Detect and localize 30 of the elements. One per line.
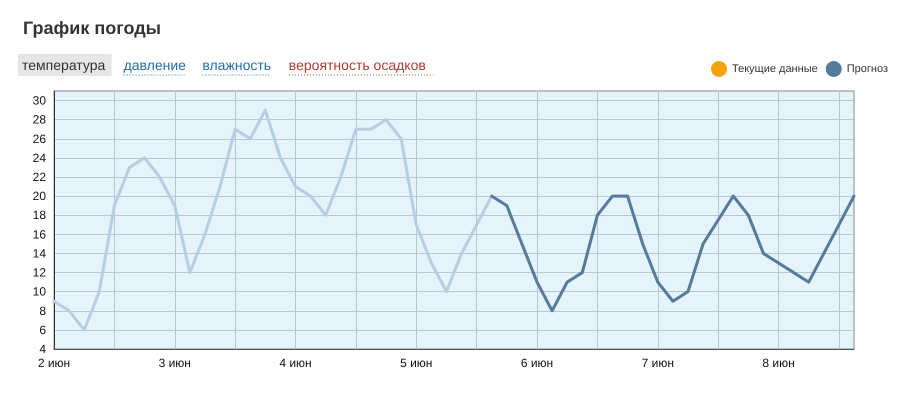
text: влажность	[202, 57, 272, 73]
y-tick-label: 8	[39, 304, 46, 318]
x-tick-label: 5 июн	[400, 356, 432, 370]
x-tick-label: 4 июн	[279, 356, 312, 370]
y-tick-label: 24	[32, 150, 46, 165]
x-tick-label: 2 июн	[38, 356, 70, 370]
y-tick-label: 14	[32, 246, 46, 260]
legend-label: Текущие данные	[732, 63, 818, 75]
text: давление	[124, 57, 186, 73]
y-tick-label: 12	[32, 266, 46, 280]
x-tick-label: 3 июн	[158, 356, 191, 370]
x-tick-label: 7 июн	[642, 356, 674, 370]
y-tick-label: 10	[32, 284, 46, 299]
y-tick-label: 18	[32, 208, 46, 222]
x-tick-label: 6 июн	[520, 356, 554, 370]
y-tick-label: 4	[39, 342, 46, 356]
y-tick-label: 30	[32, 94, 46, 108]
y-tick-label: 20	[32, 189, 46, 204]
text: вероятность осадков	[288, 57, 426, 73]
line-series	[52, 108, 494, 332]
line-series	[490, 194, 856, 312]
y-tick-label: 6	[39, 322, 46, 337]
x-tick-label: 8 июн	[762, 356, 795, 370]
y-tick-label: 26	[32, 132, 46, 146]
y-tick-label: 22	[32, 170, 46, 184]
legend-label: Прогноз	[846, 63, 888, 75]
chart-title: График погоды	[23, 18, 162, 38]
y-tick-label: 16	[32, 227, 46, 242]
y-tick-label: 28	[32, 112, 46, 127]
text: температура	[22, 57, 106, 73]
